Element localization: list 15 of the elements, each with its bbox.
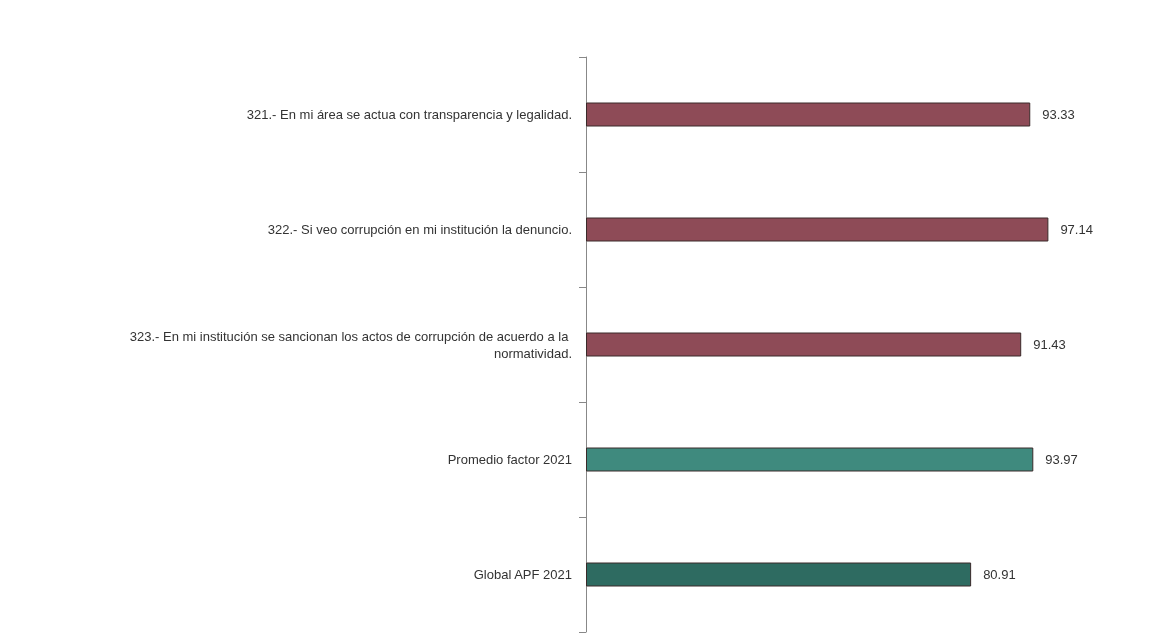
data-label: 93.33 [1042,107,1075,122]
data-label: 91.43 [1033,337,1066,352]
y-tick-label: Global APF 2021 [473,567,572,582]
data-label: 93.97 [1045,452,1078,467]
data-label: 97.14 [1060,222,1093,237]
bar [586,102,1031,127]
data-label: 80.91 [983,567,1016,582]
bar [586,217,1049,242]
bar [586,332,1022,357]
bar [586,447,1034,472]
y-tick-label: 322.- Si veo corrupción en mi institución la denuncio. [267,222,572,237]
y-tick-label: 323.- En mi institución se sancionan los actos de corrupción de acuerdo a la normatividad. [129,328,572,361]
y-tick-label: Promedio factor 2021 [447,452,572,467]
bar [586,562,972,587]
y-tick-label: 321.- En mi área se actua con transparencia y legalidad. [246,107,572,122]
